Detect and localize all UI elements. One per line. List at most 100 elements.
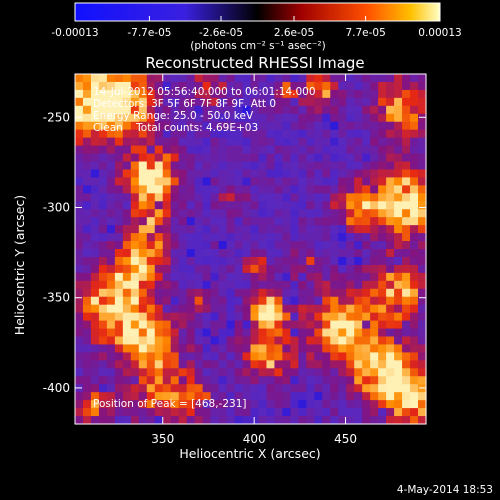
heatmap-cell [274, 169, 284, 178]
heatmap-cell [218, 392, 228, 401]
heatmap-cell [114, 74, 124, 83]
heatmap-cell [242, 153, 252, 163]
heatmap-cell [362, 129, 371, 139]
heatmap-cell [130, 81, 140, 91]
heatmap-cell [210, 113, 220, 123]
heatmap-cell [114, 241, 124, 250]
heatmap-cell [186, 416, 196, 425]
heatmap-cell [354, 376, 363, 385]
heatmap-cell [202, 169, 212, 178]
heatmap-cell [178, 288, 188, 298]
heatmap-cell [250, 336, 260, 346]
heatmap-cell [370, 217, 379, 226]
heatmap-cell [170, 336, 180, 346]
heatmap-cell [306, 241, 315, 250]
heatmap-cell [170, 121, 180, 131]
heatmap-cell [154, 280, 164, 290]
heatmap-cell [394, 296, 403, 306]
heatmap-cell [386, 272, 395, 282]
heatmap-cell [314, 97, 323, 107]
heatmap-cell [75, 352, 84, 361]
heatmap-cell [394, 272, 403, 282]
heatmap-cell [138, 209, 148, 218]
heatmap-cell [162, 193, 172, 202]
heatmap-cell [378, 408, 387, 417]
heatmap-cell [322, 376, 331, 385]
heatmap-cell [418, 344, 427, 353]
heatmap-cell [170, 328, 180, 338]
heatmap-cell [378, 392, 387, 401]
heatmap-cell [330, 328, 339, 338]
heatmap-cell [370, 336, 379, 346]
heatmap-cell [282, 280, 291, 290]
heatmap-cell [250, 81, 260, 91]
heatmap-cell [122, 97, 132, 107]
heatmap-cell [154, 288, 164, 298]
annotation-energy-range: Energy Range: 25.0 - 50.0 keV [93, 110, 254, 122]
heatmap-cell [410, 368, 419, 377]
heatmap-cell [202, 145, 212, 155]
heatmap-cell [394, 408, 403, 417]
heatmap-cell [394, 105, 403, 115]
heatmap-cell [234, 368, 244, 377]
heatmap-cell [314, 233, 323, 242]
heatmap-cell [354, 280, 363, 290]
heatmap-cell [354, 74, 363, 83]
heatmap-cell [234, 201, 244, 210]
heatmap-cell [394, 193, 403, 202]
heatmap-cell [410, 74, 419, 83]
heatmap-cell [298, 336, 307, 346]
heatmap-cell [290, 264, 299, 274]
heatmap-cell [114, 304, 124, 314]
heatmap-cell [162, 233, 172, 242]
heatmap-cell [354, 416, 363, 425]
heatmap-cell [258, 225, 268, 234]
heatmap-cell [226, 352, 236, 361]
heatmap-cell [186, 217, 196, 226]
heatmap-cell [378, 256, 387, 266]
heatmap-cell [194, 113, 204, 123]
heatmap-cell [330, 272, 339, 282]
heatmap-cell [330, 177, 339, 186]
heatmap-cell [330, 129, 339, 139]
heatmap-cell [402, 304, 411, 314]
heatmap-cell [394, 249, 403, 258]
heatmap-cell [250, 264, 260, 274]
heatmap-cell [290, 177, 299, 186]
heatmap-cell [186, 225, 196, 234]
heatmap-cell [122, 312, 132, 322]
heatmap-cell [186, 312, 196, 322]
heatmap-cell [274, 352, 284, 361]
heatmap-cell [290, 304, 299, 314]
heatmap-cell [274, 320, 284, 330]
heatmap-cell [290, 137, 299, 147]
heatmap-cell [210, 169, 220, 178]
heatmap-cell [130, 185, 140, 194]
heatmap-cell [290, 209, 299, 218]
heatmap-cell [418, 74, 427, 83]
heatmap-cell [402, 209, 411, 218]
heatmap-cell [346, 256, 355, 266]
heatmap-cell [146, 272, 156, 282]
heatmap-cell [146, 233, 156, 242]
heatmap-cell [75, 201, 84, 210]
heatmap-cell [114, 129, 124, 139]
heatmap-cell [410, 249, 419, 258]
heatmap-cell [202, 360, 212, 369]
heatmap-cell [122, 113, 132, 123]
heatmap-cell [242, 368, 252, 377]
heatmap-cell [194, 312, 204, 322]
heatmap-cell [202, 376, 212, 385]
heatmap-cell [402, 233, 411, 242]
heatmap-cell [98, 177, 108, 186]
heatmap-cell [210, 105, 220, 115]
heatmap-cell [410, 177, 419, 186]
heatmap-cell [314, 416, 323, 425]
heatmap-cell [242, 249, 252, 258]
heatmap-cell [226, 137, 236, 147]
heatmap-cell [290, 249, 299, 258]
heatmap-cell [410, 97, 419, 107]
heatmap-cell [218, 129, 228, 139]
heatmap-cell [330, 137, 339, 147]
heatmap-cell [298, 153, 307, 163]
